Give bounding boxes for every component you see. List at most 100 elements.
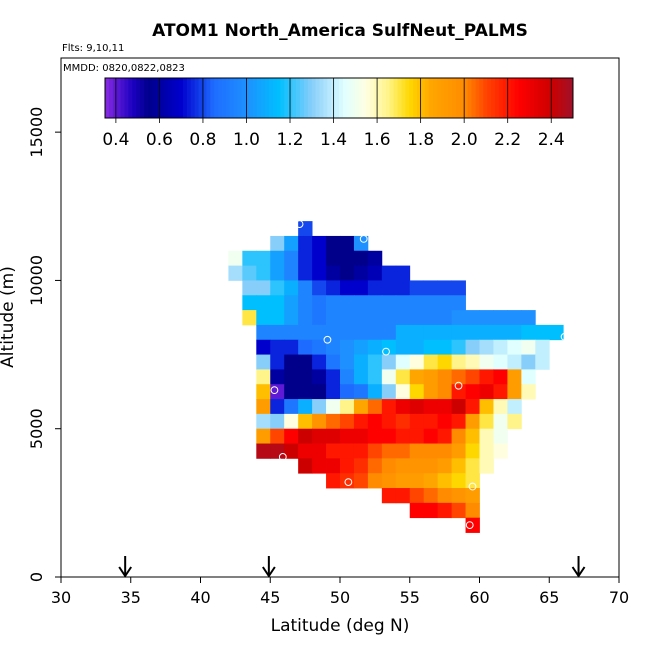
heatmap-cell — [423, 502, 439, 519]
heatmap-cell — [340, 443, 355, 459]
colorbar-segment — [112, 78, 118, 118]
x-axis: 30 35 40 45 50 55 60 65 70 — [51, 577, 629, 607]
heatmap-cell — [479, 413, 494, 430]
heatmap-cell — [395, 488, 411, 504]
colorbar-segment — [522, 78, 527, 118]
x-tick: 35 — [121, 577, 141, 607]
heatmap-cell — [326, 428, 341, 444]
heatmap-cell — [423, 488, 439, 504]
heatmap-cell — [507, 354, 522, 370]
colorbar-segment — [237, 78, 242, 118]
heatmap-cell — [521, 324, 536, 341]
colorbar-segment — [374, 78, 379, 118]
latitude-arrows — [118, 556, 586, 578]
heatmap-cell — [451, 295, 466, 311]
heatmap-cell — [381, 295, 397, 311]
heatmap-cell — [535, 354, 550, 370]
y-tick: 0 — [27, 572, 61, 582]
colorbar-segment — [257, 78, 262, 118]
heatmap-cell — [381, 443, 397, 459]
colorbar-segment — [350, 78, 356, 118]
heatmap-cell — [409, 324, 425, 341]
heatmap-cell — [493, 324, 508, 341]
heatmap-cell — [312, 324, 327, 341]
heatmap-cell — [409, 369, 425, 385]
sample-marker — [560, 332, 569, 341]
heatmap-cell — [465, 384, 480, 400]
colorbar-segment — [280, 78, 285, 118]
heatmap-cell — [326, 369, 341, 385]
colorbar-segment — [475, 78, 480, 118]
heatmap-cell — [395, 310, 411, 326]
x-tick-label: 65 — [539, 588, 559, 607]
heatmap-cell — [479, 384, 494, 400]
chart-title: ATOM1 North_America SulfNeut_PALMS — [152, 21, 528, 41]
sample-marker — [359, 235, 368, 243]
colorbar-segment — [159, 78, 164, 118]
heatmap-cell — [367, 250, 383, 266]
heatmap-cell — [521, 384, 536, 400]
colorbar-segment — [292, 78, 297, 118]
heatmap-cell — [242, 295, 257, 311]
colorbar-segment — [327, 78, 332, 118]
heatmap-cell — [451, 399, 466, 415]
x-tick-label: 35 — [121, 588, 141, 607]
heatmap-cell — [326, 295, 341, 311]
heatmap-cell — [423, 280, 439, 296]
heatmap-cell — [479, 310, 494, 326]
heatmap-cell — [409, 473, 425, 489]
heatmap-cell — [409, 458, 425, 474]
y-tick-label: 15000 — [27, 107, 46, 158]
heatmap-cell — [423, 458, 439, 474]
heatmap-cell — [437, 324, 452, 341]
colorbar-segment — [315, 78, 320, 118]
heatmap-cell — [493, 428, 508, 444]
colorbar-segment — [319, 78, 324, 118]
heatmap-cell — [326, 413, 341, 430]
heatmap-cell — [284, 339, 299, 355]
heatmap-cell — [381, 488, 397, 504]
colorbar-segment — [323, 78, 328, 118]
sample-marker — [323, 335, 332, 344]
heatmap-cell — [340, 399, 355, 415]
colorbar-tick-label: 2.2 — [494, 130, 521, 150]
heatmap-cell — [270, 280, 285, 296]
colorbar-segment — [253, 78, 258, 118]
heatmap-cell — [256, 339, 271, 355]
heatmap-cell — [507, 384, 522, 400]
colorbar-segment — [307, 78, 313, 118]
colorbar-tick: 2.4 — [538, 78, 565, 150]
heatmap-cell — [381, 324, 397, 341]
heatmap-cell — [507, 310, 522, 326]
colorbar-segment — [417, 78, 422, 118]
heatmap-cell — [326, 265, 341, 281]
sample-marker — [382, 347, 390, 356]
heatmap-cell — [381, 265, 397, 281]
heatmap-cell — [298, 399, 313, 415]
heatmap-cell — [284, 369, 299, 385]
heatmap-cell — [367, 310, 383, 326]
x-tick: 40 — [190, 577, 211, 607]
latitude-arrow — [262, 556, 276, 578]
colorbar-segment — [342, 78, 348, 118]
colorbar-tick: 1.4 — [320, 78, 347, 150]
colorbar-tick: 0.6 — [146, 78, 173, 150]
heatmap-cell — [256, 428, 271, 444]
heatmap-cell — [270, 354, 285, 370]
x-tick-label: 40 — [190, 588, 210, 607]
heatmap-cell — [256, 324, 271, 341]
heatmap-cell — [395, 369, 411, 385]
dates-note: MMDD: 0820,0822,0823 — [63, 63, 185, 74]
heatmap-cell — [353, 310, 369, 326]
heatmap-cell — [367, 280, 383, 296]
heatmap-cell — [493, 310, 508, 326]
colorbar-segment — [463, 78, 469, 118]
colorbar-segment — [487, 78, 492, 118]
heatmap-cell — [423, 473, 439, 489]
heatmap-cell — [270, 250, 285, 266]
x-tick-label: 70 — [609, 588, 629, 607]
colorbar-segment — [155, 78, 161, 118]
colorbar-segment — [346, 78, 352, 118]
colorbar-segment — [358, 78, 363, 118]
heatmap-cell — [465, 399, 480, 415]
